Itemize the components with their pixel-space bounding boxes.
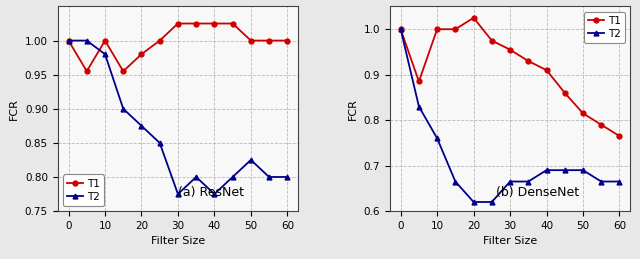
T1 <box>193 22 200 25</box>
Line: T2: T2 <box>66 38 290 197</box>
T1 <box>452 28 460 31</box>
T2 <box>397 28 404 31</box>
T2 <box>561 169 568 172</box>
T2 <box>265 175 273 178</box>
T1 <box>415 80 423 83</box>
Text: (b) DenseNet: (b) DenseNet <box>495 186 579 199</box>
T2 <box>616 180 623 183</box>
T1 <box>524 60 532 63</box>
T2 <box>543 169 550 172</box>
T2 <box>83 39 91 42</box>
T2 <box>193 175 200 178</box>
T2 <box>101 53 109 56</box>
T2 <box>452 180 460 183</box>
T1 <box>561 91 568 95</box>
T1 <box>101 39 109 42</box>
T1 <box>470 16 477 19</box>
Line: T2: T2 <box>398 27 622 204</box>
T2 <box>247 159 255 162</box>
T1 <box>579 112 587 115</box>
T1 <box>120 70 127 73</box>
T1 <box>83 70 91 73</box>
T2 <box>174 192 182 196</box>
T1 <box>543 69 550 72</box>
T1 <box>506 48 514 51</box>
T1 <box>397 28 404 31</box>
Y-axis label: FCR: FCR <box>9 98 19 120</box>
T1 <box>597 123 605 126</box>
T2 <box>228 175 236 178</box>
Text: (a) ResNet: (a) ResNet <box>178 186 244 199</box>
T1 <box>247 39 255 42</box>
T1 <box>488 39 495 42</box>
T1 <box>265 39 273 42</box>
T2 <box>433 137 441 140</box>
T2 <box>524 180 532 183</box>
T2 <box>120 107 127 110</box>
T2 <box>415 105 423 108</box>
X-axis label: Filter Size: Filter Size <box>151 236 205 246</box>
X-axis label: Filter Size: Filter Size <box>483 236 537 246</box>
T2 <box>156 141 164 145</box>
T1 <box>616 134 623 138</box>
T1 <box>284 39 291 42</box>
Line: T1: T1 <box>66 21 290 74</box>
T1 <box>65 39 72 42</box>
Legend: T1, T2: T1, T2 <box>63 174 104 206</box>
T1 <box>174 22 182 25</box>
T1 <box>138 53 145 56</box>
T2 <box>470 200 477 204</box>
Line: T1: T1 <box>398 16 622 139</box>
T1 <box>156 39 164 42</box>
T2 <box>488 200 495 204</box>
T2 <box>506 180 514 183</box>
T1 <box>228 22 236 25</box>
T2 <box>597 180 605 183</box>
T2 <box>138 124 145 127</box>
T1 <box>211 22 218 25</box>
Y-axis label: FCR: FCR <box>348 98 358 120</box>
T2 <box>284 175 291 178</box>
Legend: T1, T2: T1, T2 <box>584 12 625 43</box>
T1 <box>433 28 441 31</box>
T2 <box>579 169 587 172</box>
T2 <box>211 192 218 196</box>
T2 <box>65 39 72 42</box>
